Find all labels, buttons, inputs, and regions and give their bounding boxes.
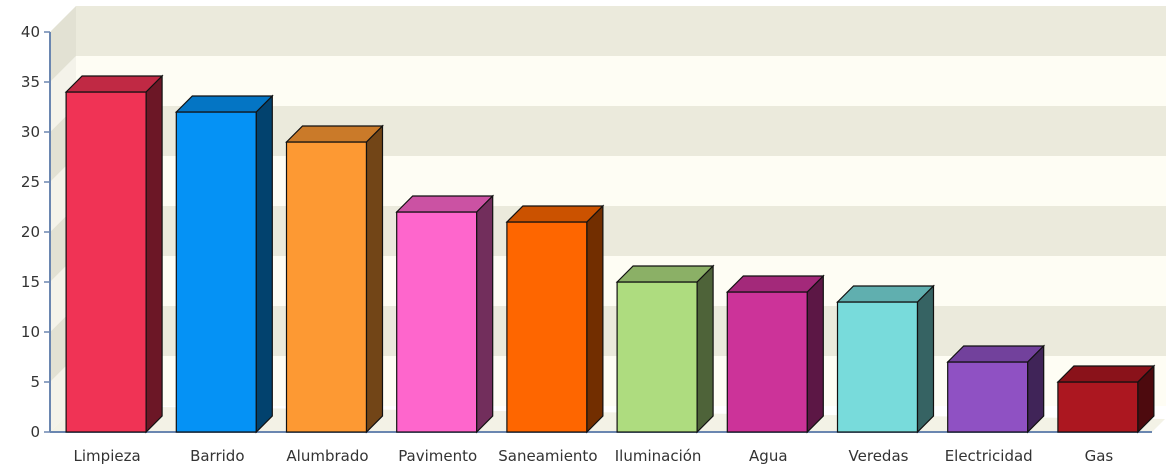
y-axis-ticks: 0 5 10 15 20 25 30 35 40 (21, 23, 50, 441)
bar-side (365, 124, 384, 434)
y-tick-label: 35 (21, 73, 40, 91)
x-tick-label: Agua (749, 447, 787, 465)
side-wall-band (50, 56, 76, 132)
bar (836, 284, 935, 434)
bar-side (806, 274, 824, 434)
bar-front (616, 281, 698, 433)
x-tick-label: Limpieza (74, 447, 141, 465)
bar-front (65, 91, 147, 433)
bar (1056, 364, 1156, 434)
x-tick-label: Alumbrado (286, 447, 368, 465)
bar-front (175, 111, 257, 433)
y-tick-label: 15 (21, 273, 40, 291)
bar (946, 344, 1046, 434)
bar-side (145, 74, 163, 434)
bar-side (586, 204, 604, 434)
y-tick-label: 40 (21, 23, 40, 41)
bar (505, 204, 605, 434)
bar-side (696, 264, 714, 434)
bar-front (1057, 381, 1139, 433)
x-tick-label: Iluminación (615, 447, 702, 465)
bars (64, 74, 1156, 434)
x-tick-label: Barrido (190, 447, 244, 465)
x-tick-label: Veredas (849, 447, 909, 465)
bar-side (476, 194, 494, 434)
y-tick-label: 0 (30, 423, 40, 441)
bar (64, 74, 164, 434)
bar-front (836, 301, 919, 433)
bar (725, 274, 825, 434)
x-tick-label: Pavimento (398, 447, 477, 465)
x-tick-label: Gas (1085, 447, 1114, 465)
bar-front (947, 361, 1029, 433)
bar-front (506, 221, 588, 433)
y-tick-label: 30 (21, 123, 40, 141)
y-tick-label: 25 (21, 173, 40, 191)
bar-front (726, 291, 808, 433)
side-wall-band (50, 6, 76, 82)
y-tick-label: 20 (21, 223, 40, 241)
x-axis-labels: Limpieza Barrido Alumbrado Pavimento Saneami… (74, 447, 1114, 465)
bar-front (285, 141, 368, 433)
bar (174, 94, 274, 434)
background-band (76, 6, 1166, 56)
bar-side (1027, 344, 1045, 434)
y-tick-label: 5 (30, 373, 40, 391)
bar (395, 194, 495, 434)
bar (285, 124, 384, 434)
bar-side (916, 284, 935, 434)
bar-front (396, 211, 478, 433)
bar (615, 264, 715, 434)
y-tick-label: 10 (21, 323, 40, 341)
bar-side (1137, 364, 1155, 434)
bar-side (255, 94, 273, 434)
x-tick-label: Saneamiento (498, 447, 597, 465)
x-tick-label: Electricidad (945, 447, 1033, 465)
